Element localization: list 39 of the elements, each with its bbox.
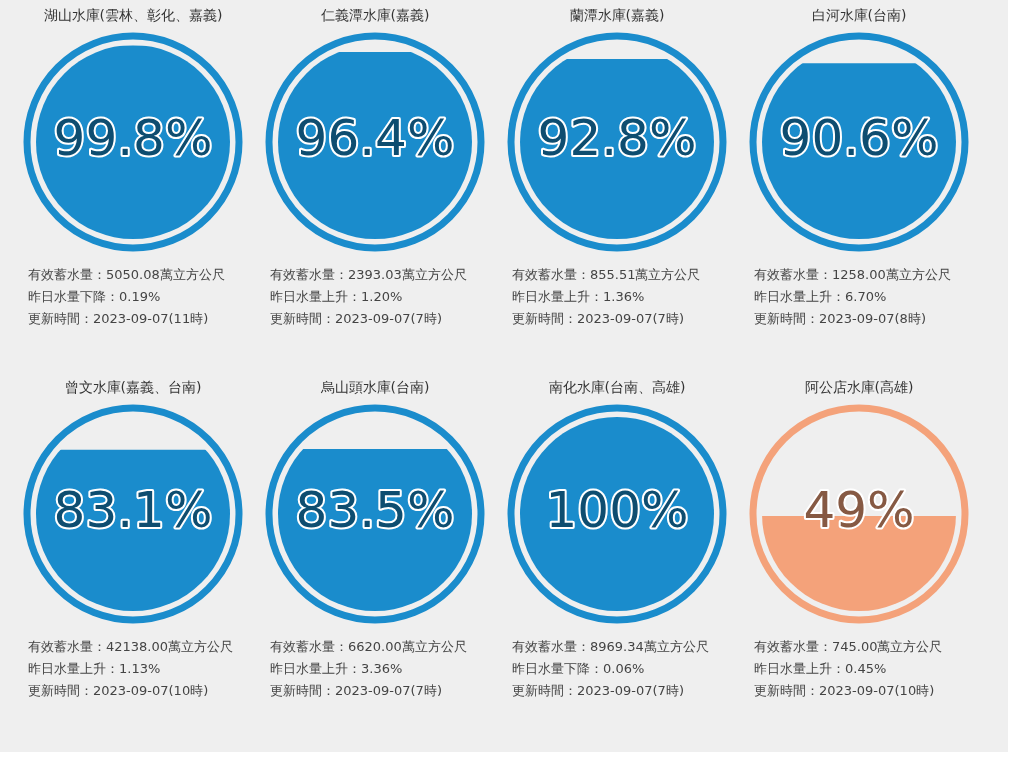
text: 有效蓄水量：8969.34萬立方公尺 [512, 638, 710, 656]
text: 有效蓄水量：855.51萬立方公尺 [512, 266, 702, 284]
text: 更新時間：2023-09-07(7時) [270, 310, 443, 328]
text: 阿公店水庫(高雄) [803, 378, 915, 397]
text: 昨日水量上升：3.36% [270, 660, 404, 678]
data-label: 83.1% [53, 480, 213, 539]
text: 仁義潭水庫(嘉義) [319, 6, 431, 25]
text: 白河水庫(台南) [810, 6, 908, 25]
text: 有效蓄水量：1258.00萬立方公尺 [754, 266, 952, 284]
text: 更新時間：2023-09-07(8時) [754, 310, 927, 328]
text: 有效蓄水量：6620.00萬立方公尺 [270, 638, 468, 656]
text: 湖山水庫(雲林、彰化、嘉義) [42, 6, 224, 25]
data-label: 92.8% [537, 108, 697, 167]
text: 有效蓄水量：42138.00萬立方公尺 [28, 638, 235, 656]
text: 昨日水量上升：0.45% [754, 660, 888, 678]
data-label: 99.8% [53, 108, 213, 167]
text: 有效蓄水量：5050.08萬立方公尺 [28, 266, 226, 284]
text: 南化水庫(台南、高雄) [547, 378, 687, 397]
text: 有效蓄水量：745.00萬立方公尺 [754, 638, 944, 656]
data-label: 96.4% [295, 108, 455, 167]
text: 烏山頭水庫(台南) [319, 378, 431, 397]
data-label: 100% [545, 480, 689, 539]
text: 有效蓄水量：2393.03萬立方公尺 [270, 266, 468, 284]
text: 更新時間：2023-09-07(7時) [512, 310, 685, 328]
text: 昨日水量上升：1.13% [28, 660, 162, 678]
text: 昨日水量上升：1.36% [512, 288, 646, 306]
text: 更新時間：2023-09-07(11時) [28, 310, 210, 328]
data-label: 83.5% [295, 480, 455, 539]
text: 蘭潭水庫(嘉義) [568, 6, 666, 25]
text: 更新時間：2023-09-07(7時) [270, 682, 443, 700]
text: 昨日水量上升：1.20% [270, 288, 404, 306]
data-label: 90.6% [779, 108, 939, 167]
text: 昨日水量下降：0.19% [28, 288, 162, 306]
text: 昨日水量下降：0.06% [512, 660, 646, 678]
text: 曾文水庫(嘉義、台南) [63, 378, 203, 397]
text: 更新時間：2023-09-07(10時) [754, 682, 936, 700]
text: 昨日水量上升：6.70% [754, 288, 888, 306]
text: 更新時間：2023-09-07(7時) [512, 682, 685, 700]
text: 更新時間：2023-09-07(10時) [28, 682, 210, 700]
